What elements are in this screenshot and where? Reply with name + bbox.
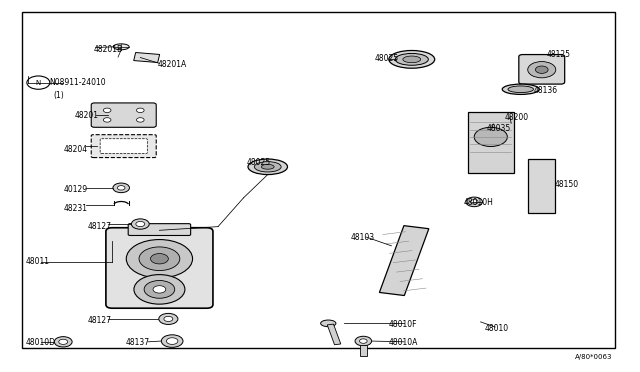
Circle shape	[164, 316, 173, 321]
Polygon shape	[468, 112, 514, 173]
Circle shape	[103, 108, 111, 112]
FancyBboxPatch shape	[106, 228, 213, 308]
Text: 48231: 48231	[64, 203, 88, 213]
FancyBboxPatch shape	[519, 55, 564, 84]
Ellipse shape	[261, 164, 274, 169]
Text: N08911-24010: N08911-24010	[49, 78, 106, 87]
FancyBboxPatch shape	[100, 139, 147, 154]
Text: A/80*0063: A/80*0063	[575, 353, 612, 360]
Text: 48201B: 48201B	[94, 45, 123, 54]
Circle shape	[113, 183, 129, 193]
Text: 48011: 48011	[26, 257, 50, 266]
Text: 48010A: 48010A	[389, 339, 418, 347]
Ellipse shape	[508, 86, 534, 93]
Circle shape	[355, 336, 372, 346]
Polygon shape	[134, 52, 159, 62]
Text: 48201: 48201	[75, 111, 99, 121]
Circle shape	[159, 313, 178, 324]
Ellipse shape	[403, 56, 420, 62]
Circle shape	[136, 108, 144, 112]
Ellipse shape	[248, 159, 287, 174]
FancyBboxPatch shape	[92, 103, 156, 127]
Circle shape	[360, 339, 367, 343]
Text: 48150: 48150	[554, 180, 579, 189]
Circle shape	[139, 247, 180, 270]
Circle shape	[528, 62, 556, 78]
Polygon shape	[360, 345, 367, 356]
Text: 48204: 48204	[64, 145, 88, 154]
Text: 48127: 48127	[88, 316, 111, 325]
Text: 48010F: 48010F	[389, 320, 417, 329]
Circle shape	[536, 66, 548, 73]
Circle shape	[153, 286, 166, 293]
Circle shape	[117, 186, 125, 190]
Text: 48201A: 48201A	[157, 60, 187, 69]
Polygon shape	[327, 324, 340, 345]
Text: 48010: 48010	[484, 324, 509, 333]
Circle shape	[134, 275, 185, 304]
Circle shape	[150, 254, 168, 264]
Ellipse shape	[395, 54, 428, 65]
FancyBboxPatch shape	[128, 224, 191, 235]
Text: 48125: 48125	[546, 51, 570, 60]
Text: 48137: 48137	[125, 339, 150, 347]
Circle shape	[166, 338, 178, 344]
Text: 48035: 48035	[487, 124, 511, 133]
Circle shape	[144, 280, 175, 298]
Circle shape	[131, 219, 149, 229]
Ellipse shape	[389, 51, 435, 68]
Text: N: N	[36, 80, 41, 86]
Text: 48025: 48025	[246, 157, 271, 167]
Ellipse shape	[502, 84, 540, 94]
Circle shape	[470, 200, 478, 204]
Circle shape	[103, 118, 111, 122]
Text: 48010H: 48010H	[463, 198, 493, 207]
Text: 48200: 48200	[505, 113, 529, 122]
Circle shape	[136, 118, 144, 122]
Text: 48103: 48103	[351, 233, 374, 242]
Polygon shape	[380, 226, 429, 295]
Circle shape	[161, 335, 183, 347]
Circle shape	[136, 221, 145, 227]
Polygon shape	[529, 159, 555, 213]
Circle shape	[126, 240, 193, 278]
Ellipse shape	[321, 320, 336, 327]
Ellipse shape	[113, 44, 129, 50]
Circle shape	[474, 127, 508, 147]
Ellipse shape	[254, 161, 281, 172]
Circle shape	[59, 339, 68, 344]
Text: (1): (1)	[54, 91, 65, 100]
Text: 40129: 40129	[64, 185, 88, 194]
Text: 48127: 48127	[88, 222, 111, 231]
Circle shape	[466, 197, 483, 207]
Text: 48025: 48025	[374, 54, 398, 63]
Circle shape	[54, 337, 72, 347]
Text: 48136: 48136	[534, 86, 557, 94]
Circle shape	[27, 76, 50, 89]
Text: 48010D: 48010D	[26, 339, 56, 347]
FancyBboxPatch shape	[92, 135, 156, 158]
